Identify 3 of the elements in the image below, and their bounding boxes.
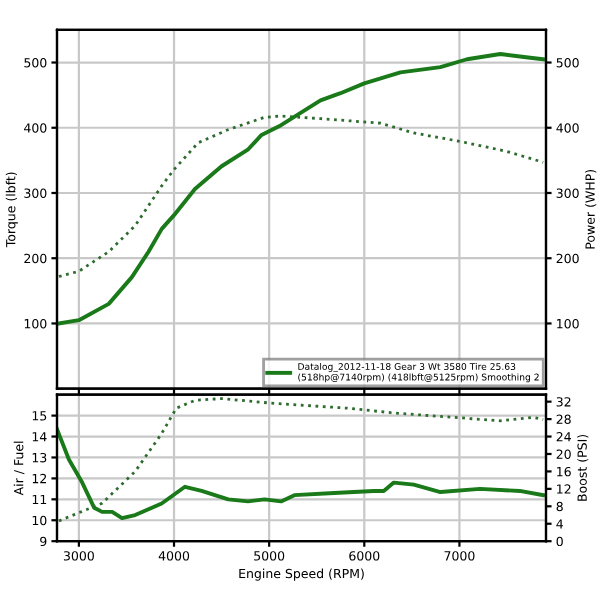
line-series xyxy=(57,427,546,521)
line-series xyxy=(57,114,545,278)
line-series xyxy=(57,52,546,326)
